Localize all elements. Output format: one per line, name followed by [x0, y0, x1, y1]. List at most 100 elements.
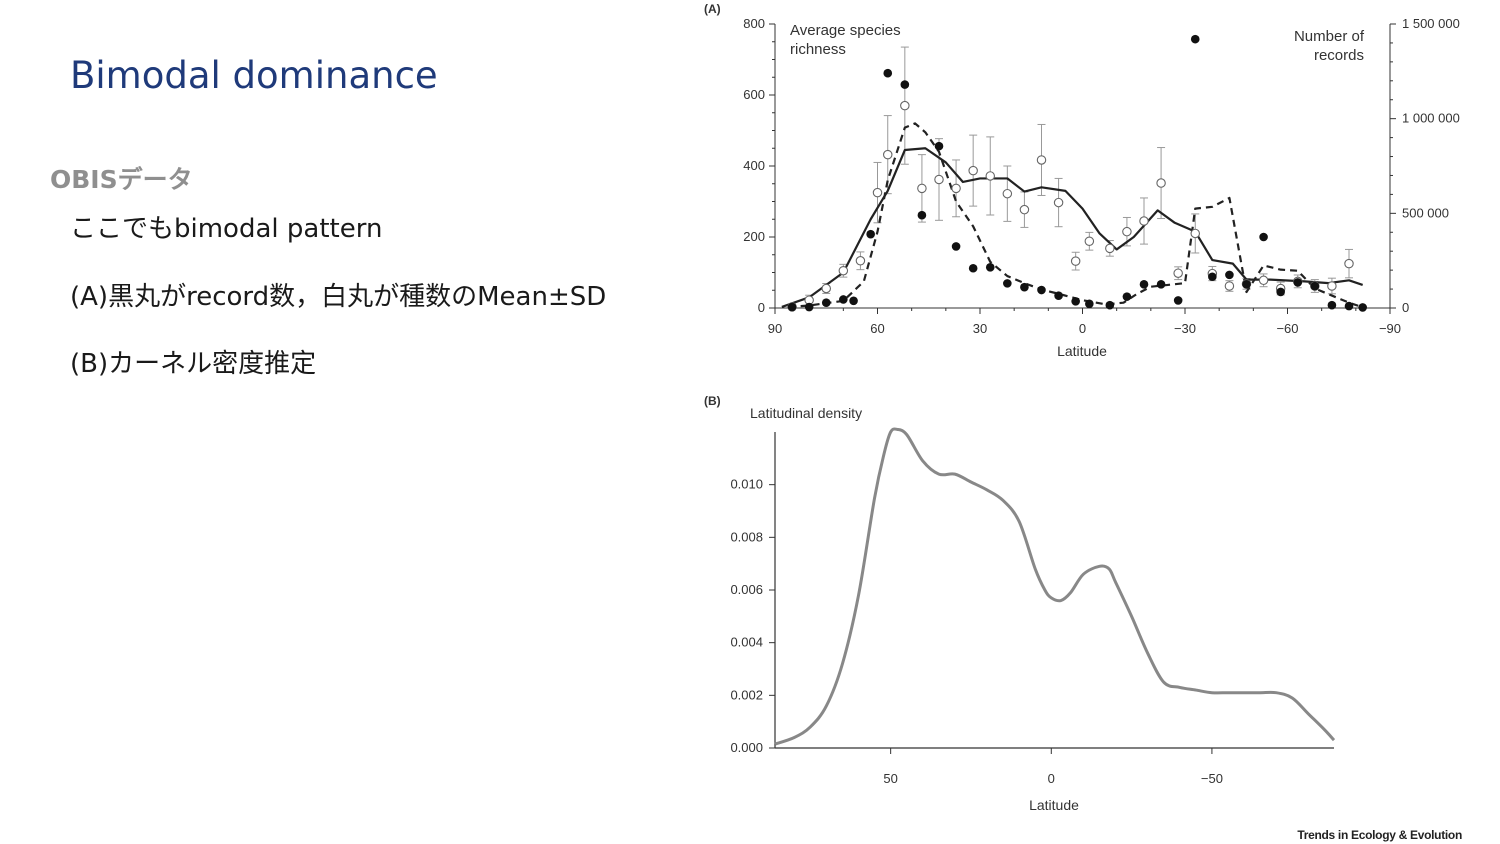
chart-a-x-tick-label: −60 [1276, 321, 1298, 336]
chart-a-x-tick-label: 60 [870, 321, 884, 336]
chart-a-filled-circle [968, 263, 978, 273]
chart-a-right-axis-title-line1: Number of [1294, 28, 1365, 45]
chart-a-filled-circle [1276, 287, 1285, 297]
chart-a-open-circle [1036, 155, 1047, 165]
chart-b-y-tick-label: 0.000 [730, 740, 763, 755]
chart-a-filled-circle [1310, 281, 1320, 291]
chart-a-filled-circle [839, 295, 848, 304]
chart-a-filled-circle [1242, 280, 1251, 289]
chart-a-filled-circle [1037, 285, 1046, 295]
chart-a-open-circle [1327, 281, 1337, 291]
chart-a-open-circle [855, 256, 866, 266]
chart-a-x-tick-label: −30 [1174, 321, 1196, 336]
chart-a-right-tick-label: 1 000 000 [1402, 111, 1460, 126]
chart-a-open-circle [968, 165, 978, 176]
chart-a-filled-circle [951, 242, 961, 251]
chart-a-left-tick-label: 600 [743, 87, 765, 102]
chart-a-filled-circle [1071, 297, 1080, 306]
source-credit: Trends in Ecology & Evolution [1297, 828, 1462, 842]
chart-a-filled-circle [804, 302, 814, 312]
chart-b-y-tick-label: 0.004 [730, 635, 763, 650]
chart-a-x-tick-label: 0 [1079, 321, 1086, 336]
chart-a-x-tick-label: 90 [768, 321, 782, 336]
chart-a-filled-circle [787, 302, 797, 312]
chart-a-right-axis-title-line2: records [1314, 47, 1364, 64]
chart-a-open-circle [821, 283, 831, 294]
chart-a-open-circle [1053, 197, 1064, 208]
chart-a-open-circle [872, 187, 883, 198]
chart-a-open-circle [1019, 204, 1030, 215]
panel-b-label: (B) [704, 394, 721, 408]
chart-a-filled-circle [900, 80, 910, 89]
chart-a-open-circle [1084, 236, 1095, 247]
chart-a-filled-circle [1293, 278, 1303, 287]
chart-a-open-circle [1105, 243, 1115, 254]
chart-a-filled-circle [1358, 303, 1367, 312]
chart-a-right-tick-label: 1 500 000 [1402, 16, 1460, 31]
bullet-item: ここでもbimodal pattern [70, 214, 383, 244]
chart-b: (B) Latitudinal density Latitude 0.000 0.… [704, 394, 1336, 813]
chart-a-solid-line [781, 147, 1364, 308]
chart-a-left-tick-label: 0 [758, 300, 765, 315]
chart-a-filled-circle [883, 68, 893, 78]
chart-a-left-tick-label: 800 [743, 16, 765, 31]
chart-a-open-circle [1122, 226, 1132, 237]
chart-a-x-axis-title: Latitude [1057, 343, 1107, 359]
chart-b-x-tick-label: 50 [883, 771, 897, 786]
chart-a-open-circle [1344, 258, 1354, 269]
chart-a-filled-circle [1156, 280, 1166, 289]
chart-a-open-circle [1173, 268, 1183, 278]
chart-a-filled-circle [1054, 291, 1063, 300]
chart-a-open-circle [1139, 216, 1149, 226]
chart-b-x-tick-label: −50 [1201, 771, 1223, 786]
chart-a-x-tick-label: −90 [1379, 321, 1401, 336]
panel-a-label: (A) [704, 2, 721, 16]
chart-a-filled-circle [849, 296, 858, 306]
chart-a-filled-circle [1139, 280, 1149, 289]
chart-a-filled-circle [1003, 279, 1012, 288]
chart-b-y-tick-label: 0.008 [730, 529, 763, 544]
bullet-item: (B)カーネル密度推定 [70, 349, 317, 379]
chart-b-y-tick-label: 0.010 [730, 477, 763, 492]
chart-a-open-circle [917, 183, 927, 194]
chart-a-filled-circle [866, 229, 875, 239]
chart-b-density-line [774, 427, 1336, 746]
chart-b-y-axis-title: Latitudinal density [750, 405, 862, 421]
slide-title: Bimodal dominance [70, 54, 438, 97]
chart-a-filled-circle [1173, 296, 1183, 305]
chart-a-open-circle [838, 265, 849, 276]
chart-a-left-axis-title-line1: Average species [790, 22, 901, 39]
chart-a-filled-circle [934, 141, 944, 151]
chart-a-filled-circle [985, 262, 995, 272]
chart-a-left-tick-label: 200 [743, 229, 765, 244]
chart-b-y-tick-label: 0.006 [730, 582, 763, 597]
bullet-item: (A)黒丸がrecord数，白丸が種数のMean±SD [70, 282, 607, 312]
chart-a-open-circle [1224, 281, 1235, 291]
chart-a-open-circle [1156, 178, 1166, 188]
chart-a: (A) Average species richness Number of r… [704, 2, 1460, 359]
chart-a-filled-circle [1190, 34, 1200, 44]
chart-a-right-tick-label: 0 [1402, 300, 1409, 315]
chart-a-filled-circle [1085, 299, 1094, 309]
chart-a-filled-circle [1020, 282, 1029, 292]
chart-a-filled-circle [917, 210, 927, 220]
chart-a-left-axis-title-line2: richness [790, 41, 846, 58]
chart-a-filled-circle [1259, 232, 1268, 242]
chart-a-open-circle [1258, 275, 1269, 286]
chart-a-open-circle [882, 149, 893, 160]
chart-a-filled-circle [1344, 301, 1354, 311]
chart-a-open-circle [1002, 188, 1013, 199]
chart-a-filled-circle [1122, 292, 1132, 301]
chart-a-filled-circle [1225, 270, 1234, 280]
chart-a-left-tick-label: 400 [743, 158, 765, 173]
chart-a-open-circle [985, 171, 995, 181]
chart-b-x-tick-label: 0 [1048, 771, 1055, 786]
chart-b-x-axis-title: Latitude [1029, 797, 1079, 813]
section-label: OBISデータ [50, 165, 193, 194]
chart-a-filled-circle [1208, 272, 1217, 282]
chart-b-y-tick-label: 0.002 [730, 687, 763, 702]
chart-a-filled-circle [1327, 300, 1337, 310]
chart-a-open-circle [1070, 256, 1081, 266]
chart-a-open-circle [951, 183, 961, 194]
